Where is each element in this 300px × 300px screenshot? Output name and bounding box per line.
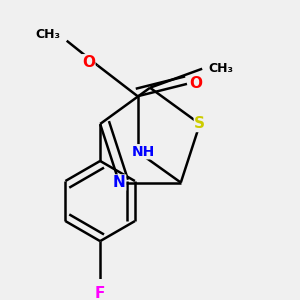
Text: NH: NH (132, 145, 155, 159)
Text: CH₃: CH₃ (208, 62, 233, 75)
Text: O: O (190, 76, 203, 92)
Text: O: O (82, 55, 95, 70)
Text: CH₃: CH₃ (36, 28, 61, 41)
Text: F: F (95, 286, 105, 300)
Text: N: N (113, 175, 126, 190)
Text: S: S (194, 116, 206, 131)
